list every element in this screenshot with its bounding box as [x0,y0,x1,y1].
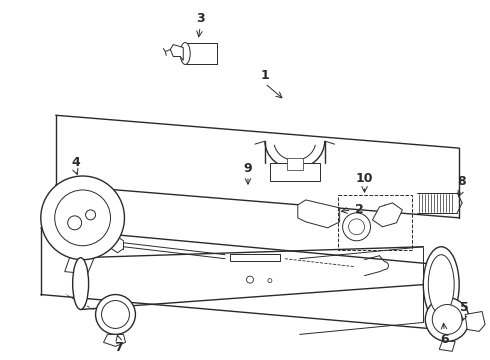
Polygon shape [298,200,340,228]
Bar [270,163,319,181]
Circle shape [246,276,253,283]
Circle shape [41,176,124,260]
Text: 4: 4 [71,156,80,168]
Circle shape [86,210,96,220]
Circle shape [68,216,82,230]
Text: 9: 9 [244,162,252,175]
Ellipse shape [73,258,89,310]
Ellipse shape [180,42,190,64]
Circle shape [425,298,469,341]
Circle shape [432,305,462,334]
Text: 1: 1 [261,69,270,82]
Ellipse shape [423,247,459,323]
Polygon shape [103,334,125,346]
Bar [287,158,303,170]
Text: 8: 8 [457,175,465,189]
Polygon shape [439,341,455,351]
Ellipse shape [428,255,454,315]
Bar [230,254,280,261]
Text: 10: 10 [356,171,373,185]
Polygon shape [171,45,183,60]
Text: 5: 5 [460,301,468,314]
Bar [338,195,413,250]
Circle shape [343,213,370,241]
Circle shape [268,279,272,283]
Polygon shape [65,255,95,274]
Circle shape [348,219,365,235]
Polygon shape [465,311,485,332]
Circle shape [96,294,135,334]
Polygon shape [372,203,402,227]
Text: 2: 2 [355,203,364,216]
Circle shape [55,190,111,246]
Text: 7: 7 [114,341,123,354]
Text: 6: 6 [440,333,448,346]
Circle shape [101,301,129,328]
Text: 3: 3 [196,12,204,25]
